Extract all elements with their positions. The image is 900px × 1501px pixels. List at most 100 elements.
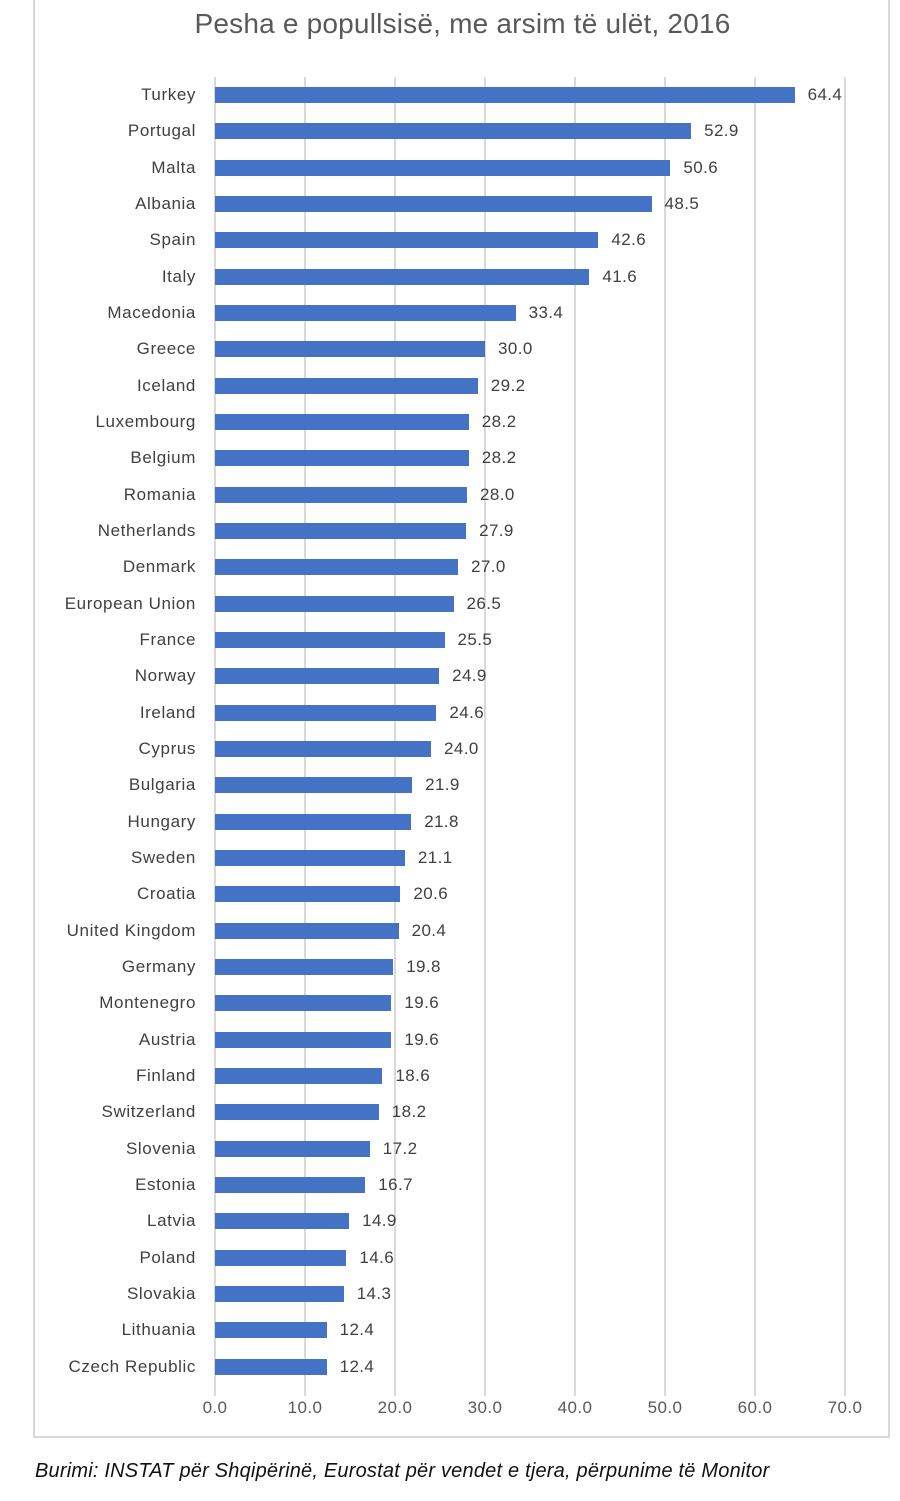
category-label: France [139,630,196,650]
x-axis-tick-label: 60.0 [737,1398,773,1417]
bar-row: Greece 30.0 [0,331,900,367]
gridline [844,77,846,1385]
value-label: 28.2 [481,412,517,432]
bar [215,1322,327,1339]
category-label: Poland [139,1247,196,1267]
bar [215,159,671,176]
bar-row: France 25.5 [0,622,900,658]
bar [215,414,469,431]
bar-row: Germany 19.8 [0,949,900,985]
value-label: 29.2 [490,375,526,395]
category-label: Czech Republic [68,1356,196,1376]
bar [215,87,795,104]
bar-row: Ireland 24.6 [0,695,900,731]
bar-row: Macedonia 33.4 [0,295,900,331]
axis-tick [394,1385,396,1396]
value-label: 42.6 [611,230,647,250]
bar-row: Switzerland 18.2 [0,1094,900,1130]
gridline [304,77,306,1385]
category-label: Portugal [127,121,196,141]
value-label: 25.5 [457,630,493,650]
bar [215,1031,392,1048]
bar [215,450,469,467]
value-label: 14.9 [362,1211,397,1231]
category-label: Austria [138,1029,196,1049]
bar-row: Iceland 29.2 [0,368,900,404]
axis-tick [844,1385,846,1396]
value-label: 21.1 [417,848,453,868]
category-label: Spain [149,230,196,250]
bar-row: Norway 24.9 [0,658,900,694]
category-label: Finland [136,1066,196,1086]
bar-row: Luxembourg 28.2 [0,404,900,440]
value-label: 20.4 [411,920,447,940]
value-label: 28.0 [480,484,515,504]
value-label: 19.8 [406,957,441,977]
category-label: Denmark [122,557,196,577]
bar [215,268,590,285]
bar [215,1140,370,1157]
category-label: Germany [121,957,196,977]
category-label: Belgium [130,448,196,468]
category-label: Bulgaria [128,775,196,795]
bar [215,559,458,576]
category-label: European Union [64,593,196,613]
bar [215,377,478,394]
bar [215,850,405,867]
gridline [664,77,666,1385]
category-label: Luxembourg [95,412,196,432]
bar-row: Poland 14.6 [0,1240,900,1276]
bar [215,1285,344,1302]
bar-row: Slovakia 14.3 [0,1276,900,1312]
bar [215,632,445,649]
category-label: Iceland [136,375,196,395]
x-axis-tick-label: 50.0 [647,1398,683,1417]
bar-row: Spain 42.6 [0,222,900,258]
bar-row: Slovenia 17.2 [0,1131,900,1167]
value-label: 19.6 [404,1029,440,1049]
category-label: Turkey [141,85,196,105]
bar-row: Turkey 64.4 [0,77,900,113]
value-label: 30.0 [498,339,533,359]
value-label: 19.6 [404,993,440,1013]
x-axis-tick-label: 0.0 [202,1398,228,1417]
category-label: Greece [136,339,196,359]
bar [215,741,431,758]
bar-row: Czech Republic 12.4 [0,1348,900,1384]
x-axis-tick-label: 20.0 [377,1398,413,1417]
value-label: 64.4 [807,85,843,105]
gridline [574,77,576,1385]
bar-row: Sweden 21.1 [0,840,900,876]
bar-row: Italy 41.6 [0,259,900,295]
bar [215,595,454,612]
category-label: Norway [134,666,196,686]
bar-row: Romania 28.0 [0,477,900,513]
value-label: 16.7 [378,1175,413,1194]
bar [215,523,467,540]
bar [215,813,412,830]
gridline [484,77,486,1385]
x-axis-tick-label: 40.0 [557,1398,593,1417]
bar [215,995,392,1012]
bar-row: Malta 50.6 [0,150,900,186]
value-label: 21.9 [425,775,460,795]
value-label: 18.6 [395,1066,431,1086]
category-label: Estonia [135,1175,196,1194]
axis-tick [754,1385,756,1396]
category-label: Montenegro [99,993,196,1013]
category-label: Albania [135,194,196,214]
category-label: Slovenia [125,1138,196,1158]
gridline [214,77,216,1385]
category-label: Sweden [130,848,196,868]
chart-title: Pesha e popullsisë, me arsim të ulët, 20… [194,8,731,39]
category-label: Cyprus [138,739,196,759]
value-label: 12.4 [339,1320,375,1340]
category-label: Netherlands [97,521,196,541]
bar-rows: Turkey 64.4 Portugal 52.9 Malta 50.6 Albania 48… [0,77,900,1385]
bar-row: United Kingdom 20.4 [0,913,900,949]
axis-tick [214,1385,216,1396]
category-label: Latvia [147,1211,196,1231]
axis-tick [304,1385,306,1396]
